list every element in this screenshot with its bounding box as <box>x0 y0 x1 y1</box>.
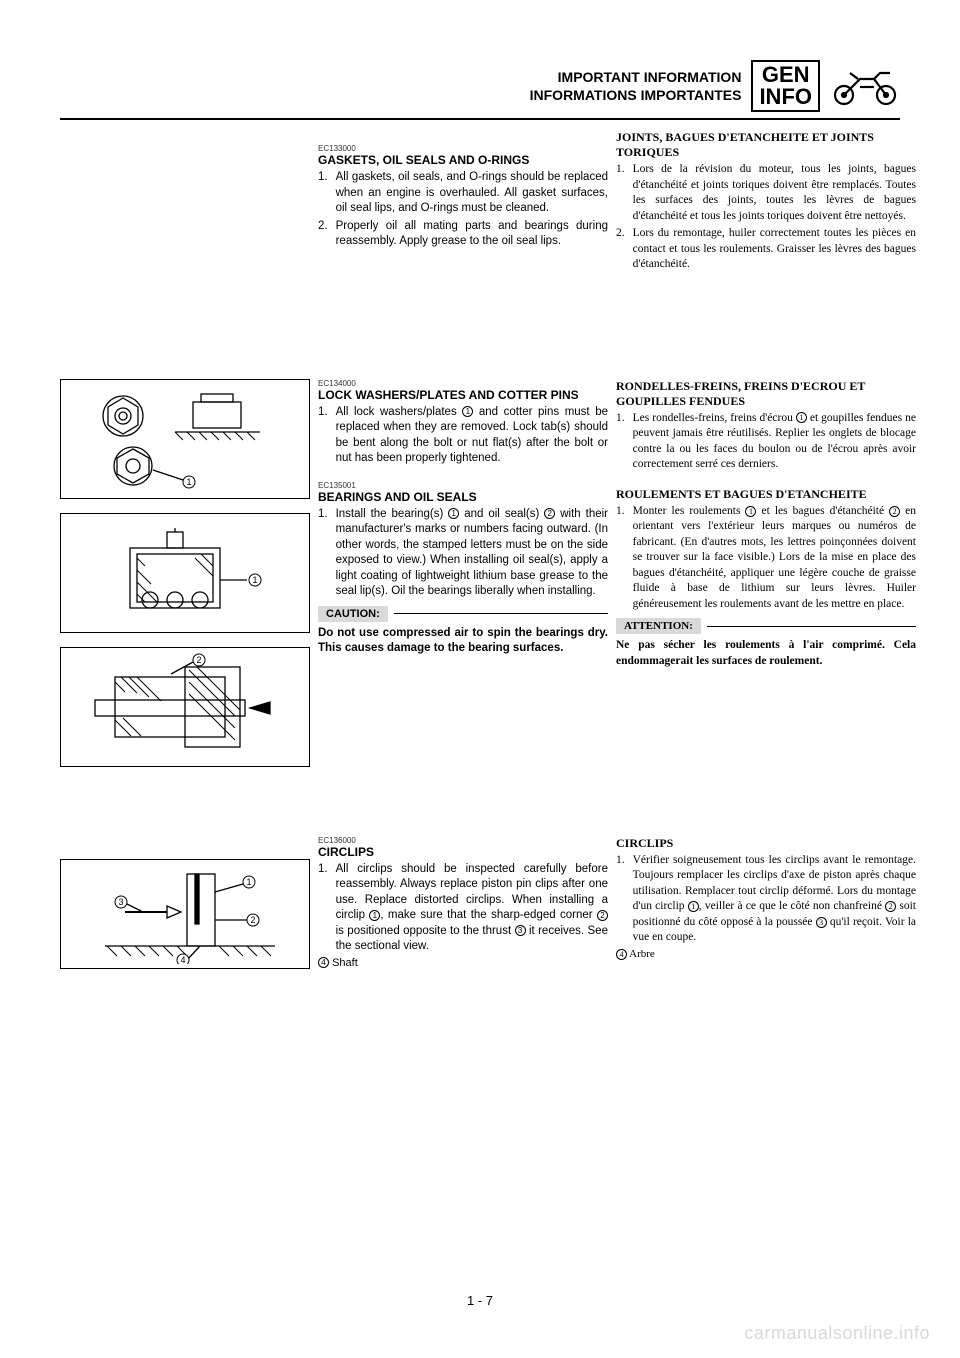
section-title: ROULEMENTS ET BAGUES D'ETANCHEITE <box>616 487 916 502</box>
list-item: 1. Monter les roulements 1 et les bagues… <box>616 504 916 613</box>
list-item: 2.Lors du remontage, huiler correctement… <box>616 226 916 273</box>
section-title: JOINTS, BAGUES D'ETANCHEITE ET JOINTS TO… <box>616 130 916 160</box>
section-title: RONDELLES-FREINS, FREINS D'ECROU ET GOUP… <box>616 379 916 409</box>
section-code: EC134000 <box>318 379 608 388</box>
figure-circlip: 1 2 3 4 <box>60 859 310 969</box>
list-item: 2.Properly oil all mating parts and bear… <box>318 219 608 250</box>
list-item: 1. Install the bearing(s) 1 and oil seal… <box>318 507 608 600</box>
section-title: CIRCLIPS <box>318 845 608 860</box>
header-title-fr: INFORMATIONS IMPORTANTES <box>530 86 742 104</box>
figure-label: 2 <box>196 655 201 665</box>
section-code: EC136000 <box>318 836 608 845</box>
list-item: 1. Les rondelles-freins, freins d'écrou … <box>616 411 916 473</box>
shaft-label: 4 Shaft <box>318 957 608 969</box>
svg-text:2: 2 <box>250 915 255 925</box>
svg-text:4: 4 <box>180 955 185 964</box>
caution-label: ATTENTION: <box>616 618 701 634</box>
gen-info-badge: GEN INFO <box>751 60 820 112</box>
caution-box: ATTENTION: <box>616 618 916 634</box>
caution-text: Ne pas sécher les roulements à l'air com… <box>616 638 916 669</box>
shaft-label: 4 Arbre <box>616 948 916 960</box>
list-item: 1. Vérifier soigneusement tous les circl… <box>616 853 916 946</box>
section-title: LOCK WASHERS/PLATES AND COTTER PINS <box>318 388 608 403</box>
section-title: BEARINGS AND OIL SEALS <box>318 490 608 505</box>
badge-top: GEN <box>759 64 812 86</box>
list-item: 1. All lock washers/plates 1 and cotter … <box>318 405 608 467</box>
section-code: EC133000 <box>318 144 608 153</box>
section-code: EC135001 <box>318 481 608 490</box>
caution-label: CAUTION: <box>318 606 388 622</box>
figure-oilseal: 2 <box>60 647 310 767</box>
figure-lockwasher: 1 <box>60 379 310 499</box>
list-item: 1. All circlips should be inspected care… <box>318 862 608 955</box>
page-number: 1 - 7 <box>0 1293 960 1308</box>
figure-label: 1 <box>252 575 257 585</box>
badge-bottom: INFO <box>759 86 812 108</box>
section-title: GASKETS, OIL SEALS AND O-RINGS <box>318 153 608 168</box>
header-title-en: IMPORTANT INFORMATION <box>530 68 742 86</box>
watermark: carmanualsonline.info <box>744 1323 930 1344</box>
caution-box: CAUTION: <box>318 606 608 622</box>
header-titles: IMPORTANT INFORMATION INFORMATIONS IMPOR… <box>530 68 742 104</box>
motorcycle-icon <box>830 65 900 107</box>
figure-label: 1 <box>186 477 191 487</box>
figure-bearing: 1 <box>60 513 310 633</box>
list-item: 1.All gaskets, oil seals, and O-rings sh… <box>318 170 608 217</box>
page-header: IMPORTANT INFORMATION INFORMATIONS IMPOR… <box>60 60 900 120</box>
svg-text:3: 3 <box>118 897 123 907</box>
section-title: CIRCLIPS <box>616 836 916 851</box>
svg-text:1: 1 <box>246 877 251 887</box>
caution-text: Do not use compressed air to spin the be… <box>318 626 608 657</box>
list-item: 1.Lors de la révision du moteur, tous le… <box>616 162 916 224</box>
